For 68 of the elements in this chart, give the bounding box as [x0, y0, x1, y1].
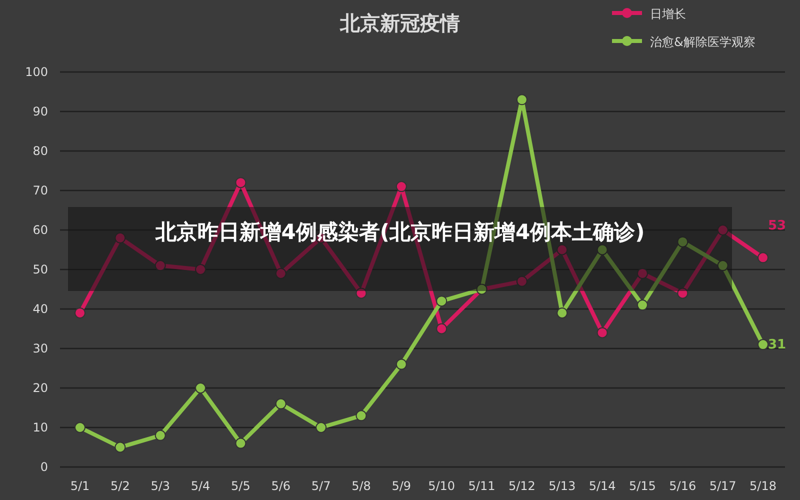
- x-tick-label: 5/12: [508, 479, 536, 493]
- point: [717, 260, 728, 272]
- point: [516, 94, 528, 106]
- point: [436, 323, 448, 334]
- point: [356, 410, 367, 422]
- y-tick-label: 0: [40, 460, 48, 474]
- x-tick-label: 5/5: [231, 479, 250, 493]
- y-tick-label: 90: [32, 104, 48, 118]
- y-tick-label: 60: [32, 223, 48, 237]
- point: [114, 442, 126, 453]
- point: [275, 268, 286, 279]
- y-tick-label: 80: [32, 144, 48, 158]
- data-label: 31: [768, 338, 786, 353]
- point: [195, 264, 206, 275]
- y-tick-label: 40: [32, 302, 48, 316]
- legend-label: 日增长: [650, 7, 686, 21]
- x-tick-label: 5/7: [311, 479, 331, 493]
- point: [154, 430, 166, 441]
- x-tick-label: 5/2: [110, 479, 130, 493]
- point: [636, 300, 648, 311]
- point: [717, 224, 728, 236]
- point: [758, 339, 768, 350]
- x-tick-label: 5/10: [428, 479, 456, 493]
- y-tick-label: 20: [32, 381, 48, 395]
- y-tick-label: 30: [32, 342, 48, 356]
- annotation: 北京昨日新增4例感染者(北京昨日新增4例本土确诊): [154, 219, 646, 246]
- point: [556, 244, 568, 256]
- x-tick-label: 5/15: [628, 479, 656, 493]
- x-tick-label: 5/16: [669, 479, 696, 493]
- point: [74, 422, 86, 433]
- x-tick-label: 5/14: [588, 479, 616, 493]
- point: [235, 177, 246, 188]
- point: [114, 232, 126, 244]
- chart-title: 北京新冠疫情: [339, 11, 460, 35]
- x-tick-label: 5/6: [271, 479, 291, 493]
- point: [758, 252, 768, 264]
- x-tick-label: 5/17: [709, 479, 736, 493]
- data-label: 53: [768, 218, 786, 234]
- x-tick-label: 5/9: [392, 479, 412, 493]
- legend-label: 治愈&解除医学观察: [650, 35, 756, 49]
- y-tick-label: 100: [25, 65, 48, 79]
- x-tick-label: 5/4: [190, 479, 210, 493]
- point: [596, 244, 608, 256]
- y-tick-label: 50: [32, 262, 48, 276]
- point: [596, 327, 608, 338]
- point: [235, 438, 246, 449]
- point: [677, 236, 688, 248]
- point: [396, 358, 407, 370]
- point: [356, 288, 367, 299]
- x-tick-label: 5/13: [548, 479, 576, 493]
- point: [436, 296, 448, 307]
- point: [677, 288, 688, 299]
- x-tick-label: 5/1: [70, 479, 90, 493]
- point: [636, 268, 648, 279]
- y-tick-label: 10: [32, 420, 48, 434]
- point: [396, 181, 407, 192]
- point: [195, 382, 206, 394]
- point: [74, 307, 86, 318]
- x-tick-label: 5/3: [150, 479, 170, 493]
- point: [556, 307, 568, 318]
- y-tick-label: 70: [32, 184, 48, 198]
- x-tick-label: 5/8: [352, 479, 371, 493]
- x-tick-label: 5/18: [750, 479, 776, 493]
- x-tick-label: 5/11: [468, 479, 496, 493]
- point: [316, 422, 327, 433]
- point: [154, 260, 166, 272]
- point: [275, 398, 286, 410]
- point: [516, 276, 528, 287]
